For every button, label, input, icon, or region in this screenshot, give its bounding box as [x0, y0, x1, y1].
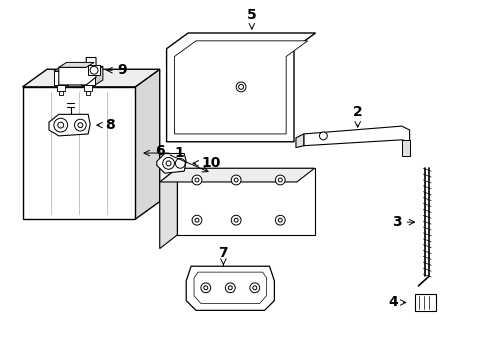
- Text: 1: 1: [143, 146, 184, 160]
- Circle shape: [54, 118, 67, 132]
- Circle shape: [58, 122, 63, 128]
- Text: 3: 3: [391, 215, 414, 229]
- Circle shape: [74, 119, 86, 131]
- Circle shape: [238, 85, 243, 89]
- Polygon shape: [135, 69, 160, 219]
- Polygon shape: [174, 41, 307, 134]
- Circle shape: [192, 175, 202, 185]
- Bar: [88, 66, 100, 75]
- Circle shape: [163, 157, 174, 169]
- Circle shape: [249, 283, 259, 293]
- Polygon shape: [160, 168, 314, 182]
- Text: 7: 7: [218, 246, 228, 265]
- Bar: [57, 85, 64, 91]
- Polygon shape: [160, 168, 177, 249]
- Bar: [86, 91, 90, 95]
- Circle shape: [234, 178, 238, 182]
- Polygon shape: [194, 272, 266, 303]
- Circle shape: [166, 161, 171, 166]
- Text: 5: 5: [246, 8, 256, 29]
- Polygon shape: [49, 114, 90, 136]
- Polygon shape: [157, 153, 186, 173]
- Polygon shape: [186, 266, 274, 310]
- Circle shape: [278, 178, 282, 182]
- Bar: [401, 140, 409, 156]
- Circle shape: [228, 286, 232, 290]
- Polygon shape: [303, 126, 409, 146]
- Polygon shape: [22, 69, 160, 87]
- Circle shape: [319, 132, 326, 140]
- Circle shape: [236, 82, 245, 92]
- Polygon shape: [177, 168, 314, 235]
- Text: 9: 9: [106, 63, 127, 77]
- Circle shape: [192, 215, 202, 225]
- Bar: [81, 71, 95, 85]
- Polygon shape: [166, 33, 315, 142]
- Circle shape: [275, 215, 285, 225]
- Text: 10: 10: [193, 156, 220, 170]
- Circle shape: [90, 66, 98, 74]
- Polygon shape: [81, 66, 102, 71]
- Bar: [414, 294, 435, 311]
- Text: 8: 8: [97, 118, 114, 132]
- Circle shape: [231, 175, 241, 185]
- Circle shape: [175, 158, 185, 168]
- Circle shape: [195, 218, 199, 222]
- Circle shape: [78, 123, 82, 127]
- Polygon shape: [95, 66, 102, 85]
- Circle shape: [231, 215, 241, 225]
- Circle shape: [201, 283, 210, 293]
- Circle shape: [203, 286, 207, 290]
- Bar: [59, 91, 62, 95]
- Circle shape: [195, 178, 199, 182]
- Circle shape: [278, 218, 282, 222]
- Polygon shape: [59, 58, 96, 85]
- Circle shape: [234, 218, 238, 222]
- Text: 4: 4: [387, 296, 405, 310]
- Circle shape: [275, 175, 285, 185]
- Bar: [84, 85, 92, 91]
- Polygon shape: [295, 134, 303, 148]
- Bar: [22, 87, 135, 219]
- Bar: [54, 71, 67, 85]
- Text: 6: 6: [155, 144, 208, 172]
- Circle shape: [225, 283, 235, 293]
- Polygon shape: [54, 66, 75, 71]
- Polygon shape: [67, 66, 75, 85]
- Polygon shape: [59, 62, 94, 67]
- Circle shape: [252, 286, 256, 290]
- Text: 2: 2: [352, 105, 362, 127]
